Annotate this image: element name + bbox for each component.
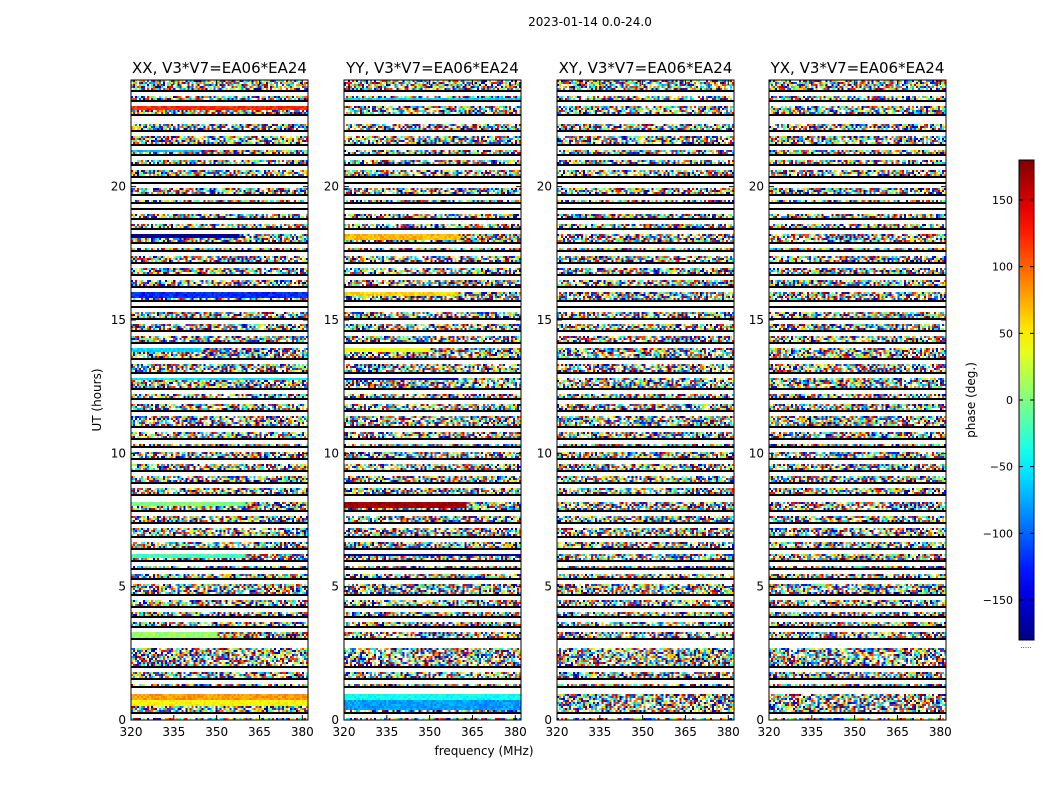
y-tick-label: 0 (118, 713, 126, 727)
panel-4: YX, V3*V7=EA06*EA24 320 335 350 365 380 0 5 10 15… (749, 59, 952, 739)
y-tick-label: 10 (537, 446, 552, 460)
colorbar-tick-label: 100 (992, 261, 1013, 274)
panel-frame (343, 79, 522, 721)
panel-3: XY, V3*V7=EA06*EA24 320 335 350 365 380 0 5 10 15… (537, 59, 740, 739)
y-tick-label: 20 (111, 180, 126, 194)
phase-waterfall-image (344, 80, 521, 720)
x-tick-label: 350 (631, 725, 654, 739)
y-tick-label: 10 (749, 446, 764, 460)
panel-frame (130, 79, 309, 721)
y-tick-label: 0 (544, 713, 552, 727)
x-tick-label: 335 (800, 725, 823, 739)
colorbar-tick-label: 0 (1006, 394, 1013, 407)
colorbar-footer: ..... (1020, 642, 1031, 650)
y-tick-label: 15 (111, 313, 126, 327)
colorbar-tick-label: −100 (983, 527, 1013, 540)
panel-title: XX, V3*V7=EA06*EA24 (132, 59, 307, 77)
panel-title: YX, V3*V7=EA06*EA24 (770, 59, 945, 77)
y-tick-label: 15 (537, 313, 552, 327)
phase-waterfall-image (131, 80, 308, 720)
x-tick-label: 350 (205, 725, 228, 739)
x-axis-label: frequency (MHz) (434, 744, 533, 758)
colorbar-label: phase (deg.) (964, 362, 978, 438)
y-tick-label: 10 (111, 446, 126, 460)
x-tick-label: 365 (248, 725, 271, 739)
colorbar-tick-label: 150 (992, 194, 1013, 207)
x-tick-label: 365 (886, 725, 909, 739)
y-tick-label: 5 (544, 580, 552, 594)
x-tick-label: 335 (588, 725, 611, 739)
panel-title: YY, V3*V7=EA06*EA24 (345, 59, 519, 77)
panel-1: XX, V3*V7=EA06*EA24 320 335 350 365 380 0 5 10 15… (111, 59, 314, 739)
colorbar-tick-label: −150 (983, 594, 1013, 607)
y-axis-label: UT (hours) (90, 368, 104, 431)
x-tick-label: 335 (375, 725, 398, 739)
phase-waterfall-image (557, 80, 734, 720)
x-tick-label: 320 (758, 725, 781, 739)
y-tick-label: 15 (749, 313, 764, 327)
y-tick-label: 20 (749, 180, 764, 194)
x-tick-label: 320 (120, 725, 143, 739)
y-tick-label: 5 (756, 580, 764, 594)
y-tick-label: 10 (324, 446, 339, 460)
colorbar: 150 100 50 0 −50 −100 −150 (983, 159, 1035, 641)
y-tick-label: 15 (324, 313, 339, 327)
panels-group: XX, V3*V7=EA06*EA24 320 335 350 365 380 0 5 10 15… (111, 59, 952, 739)
x-tick-label: 350 (418, 725, 441, 739)
x-tick-label: 320 (333, 725, 356, 739)
y-tick-label: 0 (756, 713, 764, 727)
x-tick-label: 335 (162, 725, 185, 739)
panel-frame (556, 79, 735, 721)
x-tick-label: 380 (717, 725, 740, 739)
x-tick-label: 350 (843, 725, 866, 739)
y-tick-label: 20 (537, 180, 552, 194)
colorbar-tick-label: −50 (990, 461, 1013, 474)
colorbar-tick-label: 50 (999, 327, 1013, 340)
x-tick-label: 365 (674, 725, 697, 739)
x-tick-label: 380 (291, 725, 314, 739)
panel-frame (768, 79, 947, 721)
y-tick-label: 0 (331, 713, 339, 727)
phase-waterfall-image (769, 80, 946, 720)
x-tick-label: 380 (929, 725, 952, 739)
y-tick-label: 5 (118, 580, 126, 594)
panel-title: XY, V3*V7=EA06*EA24 (559, 59, 733, 77)
y-tick-label: 5 (331, 580, 339, 594)
x-tick-label: 365 (461, 725, 484, 739)
figure-title: 2023-01-14 0.0-24.0 (528, 15, 652, 29)
y-tick-label: 20 (324, 180, 339, 194)
x-tick-label: 380 (504, 725, 527, 739)
x-tick-label: 320 (546, 725, 569, 739)
panel-2: YY, V3*V7=EA06*EA24 320 335 350 365 380 0 5 10 15… (324, 59, 527, 739)
